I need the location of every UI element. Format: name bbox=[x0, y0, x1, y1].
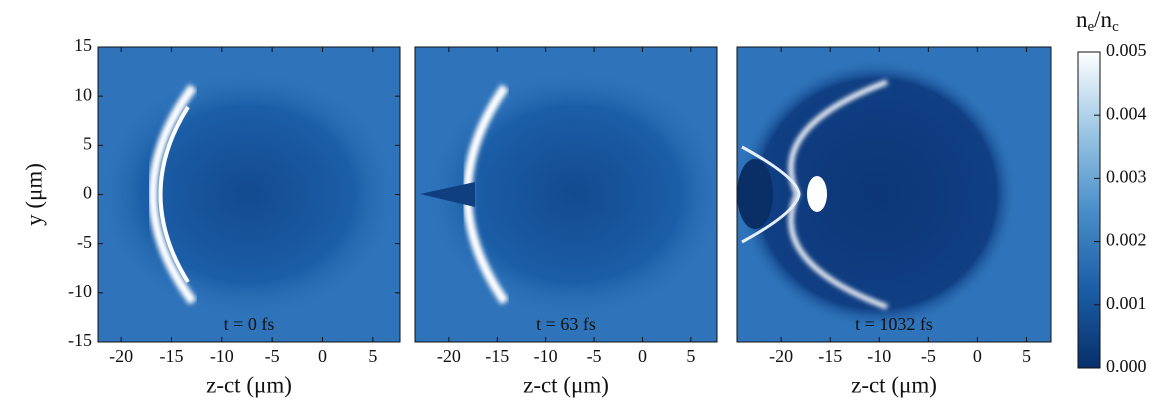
annotation: t = 63 fs bbox=[536, 314, 596, 334]
x-tick-label: 0 bbox=[318, 346, 327, 366]
x-axis-label: z-ct (μm) bbox=[206, 372, 292, 397]
colorbar-tick-label: 0.002 bbox=[1106, 230, 1147, 250]
y-tick-label: 0 bbox=[83, 183, 92, 203]
annotation: t = 1032 fs bbox=[855, 314, 933, 334]
x-tick-label: -20 bbox=[109, 346, 133, 366]
heatmap-image bbox=[98, 47, 400, 342]
x-tick-label: 5 bbox=[1022, 346, 1031, 366]
x-tick-label: -5 bbox=[265, 346, 280, 366]
x-tick-label: 5 bbox=[686, 346, 695, 366]
x-tick-label: -10 bbox=[210, 346, 234, 366]
plot-frame bbox=[414, 46, 718, 343]
y-tick-label: 5 bbox=[83, 133, 92, 153]
x-tick-label: -15 bbox=[818, 346, 842, 366]
colorbar-tick-label: 0.004 bbox=[1106, 103, 1147, 123]
heatmap-image bbox=[415, 47, 717, 342]
plot-frame bbox=[736, 46, 1052, 343]
colorbar-label: ne/nc bbox=[1076, 7, 1119, 35]
x-tick-label: -10 bbox=[867, 346, 891, 366]
x-tick-label: -10 bbox=[534, 346, 558, 366]
colorbar-tick-label: 0.001 bbox=[1106, 293, 1147, 313]
y-axis-label: y (μm) bbox=[21, 163, 46, 226]
annotation: t = 0 fs bbox=[224, 314, 275, 334]
y-tick-label: -10 bbox=[68, 281, 92, 301]
x-tick-label: -20 bbox=[437, 346, 461, 366]
y-tick-label: -5 bbox=[77, 232, 92, 252]
y-tick-label: -15 bbox=[68, 330, 92, 350]
x-axis-label: z-ct (μm) bbox=[523, 372, 609, 397]
y-tick-label: 10 bbox=[74, 84, 92, 104]
colorbar-tick-label: 0.005 bbox=[1106, 40, 1147, 60]
x-tick-label: 0 bbox=[638, 346, 647, 366]
x-tick-label: -20 bbox=[769, 346, 793, 366]
x-axis-label: z-ct (μm) bbox=[851, 372, 937, 397]
x-tick-label: -15 bbox=[485, 346, 509, 366]
x-tick-label: 5 bbox=[368, 346, 377, 366]
colorbar-tick-label: 0.003 bbox=[1106, 167, 1147, 187]
x-tick-label: -5 bbox=[921, 346, 936, 366]
colorbar-tick-label: 0.000 bbox=[1106, 356, 1147, 376]
heatmap-image bbox=[737, 47, 1051, 342]
x-tick-label: -5 bbox=[587, 346, 602, 366]
x-tick-label: 0 bbox=[973, 346, 982, 366]
x-tick-label: -15 bbox=[159, 346, 183, 366]
y-tick-label: 15 bbox=[74, 35, 92, 55]
colorbar bbox=[1077, 51, 1101, 369]
